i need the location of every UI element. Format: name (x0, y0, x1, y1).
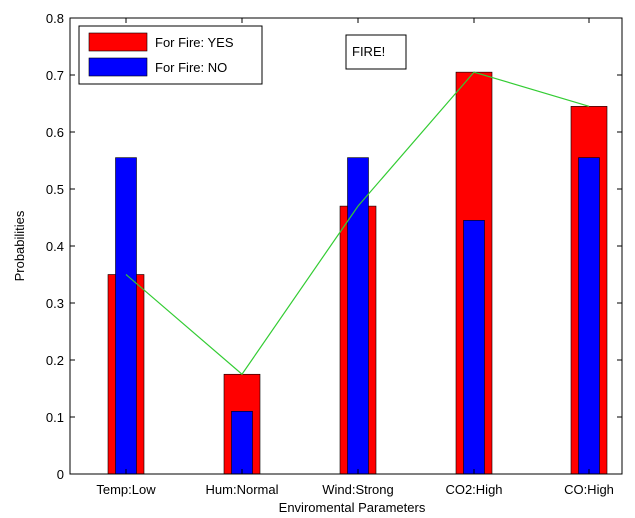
bar-no-1 (231, 410, 253, 475)
x-tick-label-2: Wind:Strong (322, 482, 394, 497)
x-axis-label: Enviromental Parameters (279, 500, 426, 515)
y-tick-label-1: 0.1 (46, 410, 64, 425)
y-axis-label: Probabilities (12, 210, 27, 281)
x-tick-label-0: Temp:Low (96, 482, 156, 497)
y-tick-label-6: 0.6 (46, 125, 64, 140)
bar-no-3 (463, 220, 485, 475)
y-axis: 0 0.1 0.2 0.3 0.4 0.5 0.6 0.7 0.8 (46, 11, 622, 482)
annotation-box: FIRE! (345, 34, 407, 70)
legend-label-yes: For Fire: YES (155, 35, 234, 50)
y-tick-label-7: 0.7 (46, 68, 64, 83)
annotation-text: FIRE! (352, 44, 385, 59)
x-tick-label-1: Hum:Normal (206, 482, 279, 497)
y-tick-label-8: 0.8 (46, 11, 64, 26)
bar-no-2 (347, 157, 369, 475)
y-tick-label-2: 0.2 (46, 353, 64, 368)
annotation-frame (345, 34, 407, 70)
y-tick-label-0: 0 (57, 467, 64, 482)
bar-no-0 (115, 157, 137, 475)
x-tick-label-4: CO:High (564, 482, 614, 497)
legend-swatch-no (88, 57, 148, 77)
trend-line (125, 71, 590, 376)
y-tick-label-4: 0.4 (46, 239, 64, 254)
y-tick-label-3: 0.3 (46, 296, 64, 311)
x-axis: Temp:Low Hum:Normal Wind:Strong CO2:High CO:… (96, 18, 614, 497)
y-tick-label-5: 0.5 (46, 182, 64, 197)
x-tick-label-3: CO2:High (445, 482, 502, 497)
legend-swatch-yes (88, 32, 148, 52)
legend-label-no: For Fire: NO (155, 60, 227, 75)
bar-no-4 (578, 157, 600, 475)
series-no-bars (115, 157, 600, 475)
legend: For Fire: YES For Fire: NO (78, 25, 263, 85)
